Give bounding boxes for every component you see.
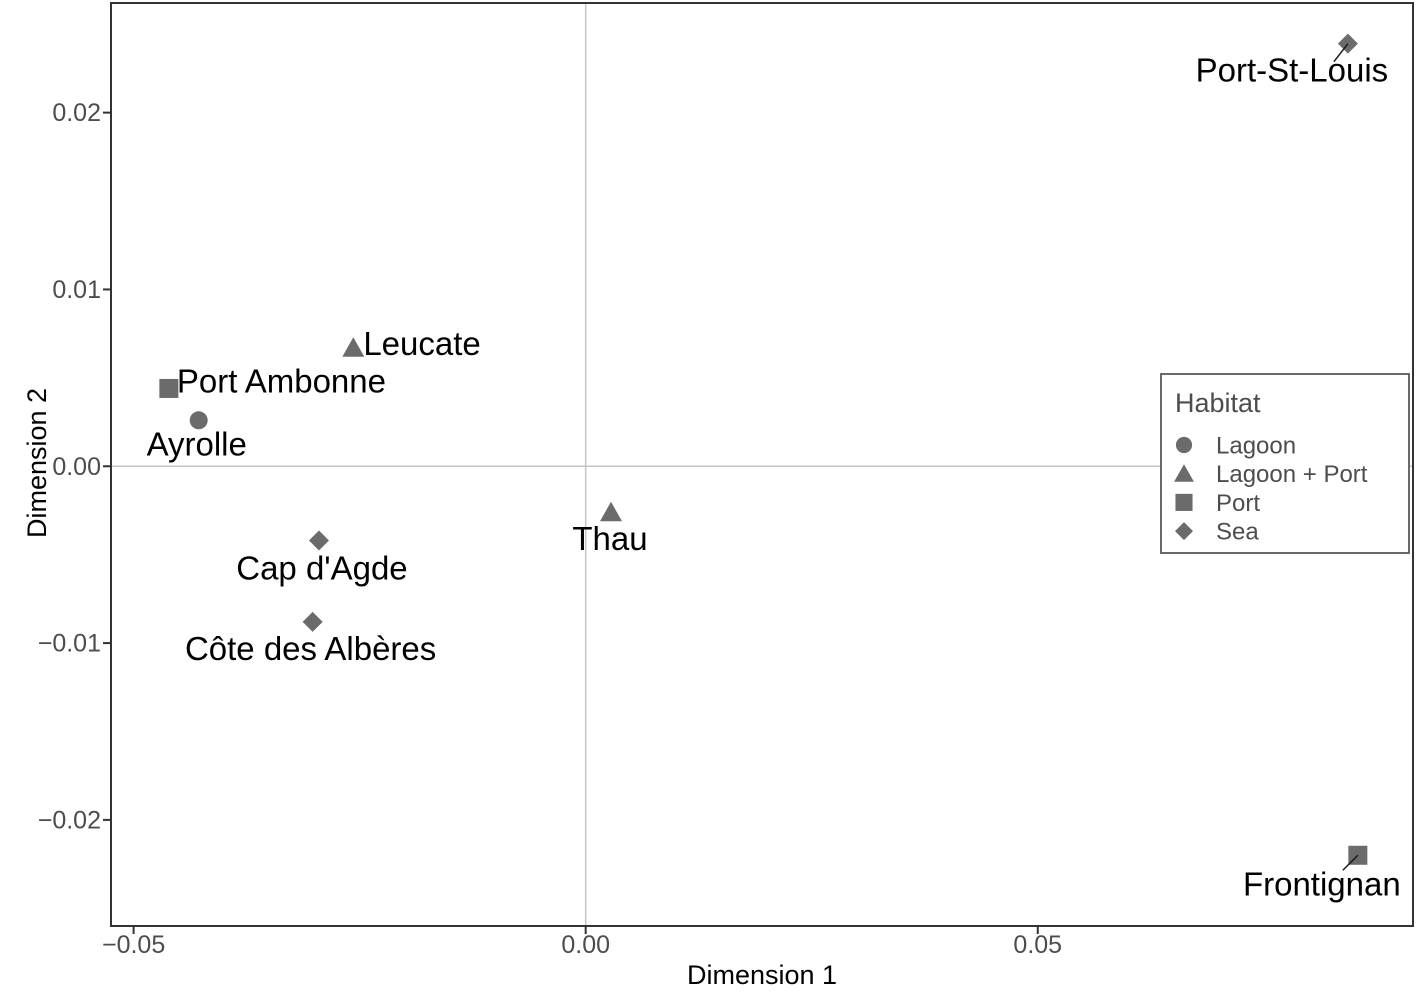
x-tick-label: 0.05 (1013, 931, 1062, 959)
legend-key-circle (1175, 436, 1193, 454)
legend-title: Habitat (1175, 388, 1261, 418)
axis-ticks: −0.05 0.00 0.05 0.02 0.01 0.00 −0.01 −0.02 (38, 99, 1062, 959)
point-label: Port-St-Louis (1196, 52, 1389, 89)
label-leader-line (1333, 43, 1349, 63)
point-marker (308, 530, 329, 551)
x-tick-label: 0.00 (561, 931, 610, 959)
y-axis-title: Dimension 2 (22, 388, 52, 538)
data-points (159, 33, 1368, 871)
point-label: Port Ambonne (177, 362, 386, 399)
point-label: Frontignan (1243, 865, 1401, 902)
point-label: Thau (572, 520, 647, 557)
legend-key-diamond (1175, 522, 1193, 541)
legend-label: Port (1216, 490, 1260, 517)
x-tick-label: −0.05 (102, 931, 165, 959)
point-label: Côte des Albères (185, 630, 436, 667)
panel-border (110, 2, 1414, 927)
label-leader-line (1342, 854, 1359, 871)
point-marker (159, 378, 179, 398)
point-label: Ayrolle (147, 425, 247, 462)
y-tick-label: −0.01 (38, 630, 101, 658)
point-label: Leucate (363, 325, 480, 362)
legend-label: Lagoon + Port (1216, 461, 1368, 488)
y-tick-label: 0.01 (52, 276, 101, 304)
point-marker (600, 501, 623, 522)
legend-key-square (1175, 493, 1193, 511)
y-tick-label: −0.02 (38, 806, 101, 834)
legend-label: Lagoon (1216, 433, 1296, 460)
legend-key-triangle (1174, 464, 1194, 482)
legend-box (1160, 373, 1410, 554)
legend-label: Sea (1216, 519, 1259, 546)
point-marker (302, 611, 323, 632)
point-marker (189, 411, 208, 430)
y-tick-label: 0.00 (52, 453, 101, 481)
x-axis-title: Dimension 1 (687, 960, 837, 990)
point-label: Cap d'Agde (236, 550, 407, 587)
y-tick-label: 0.02 (52, 99, 101, 127)
point-marker (342, 337, 365, 357)
